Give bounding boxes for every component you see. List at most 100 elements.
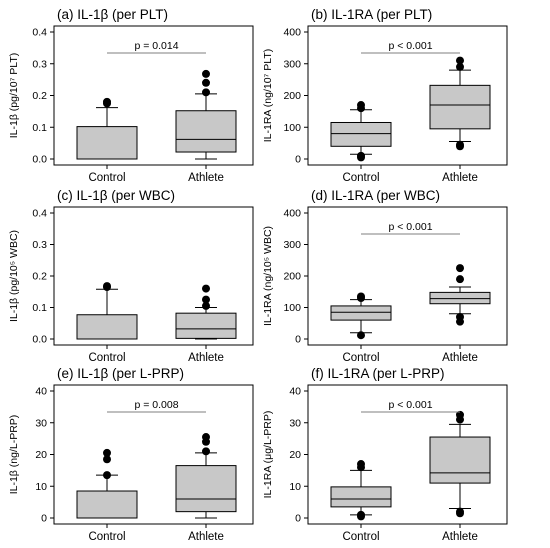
outlier-point (357, 460, 365, 469)
outlier-point (103, 282, 111, 291)
y-tick-label: 0 (41, 513, 47, 525)
chart-panel-5: (e) IL-1β (per L-PRP) 0 10 20 30 40 IL-1β (ng/… (8, 366, 254, 543)
box-athlete (429, 410, 491, 518)
chart-panel-4: (d) IL-1RA (per WBC) 0 100 200 300 400 IL-1RA … (262, 188, 508, 364)
y-tick-label: 300 (283, 239, 301, 251)
y-tick-label: 0 (295, 154, 301, 166)
y-tick-label: 0.4 (32, 27, 47, 39)
y-tick-label: 400 (283, 27, 301, 39)
y-axis-label: IL-1β (ng/L-PRP) (8, 415, 20, 495)
outlier-point (202, 78, 210, 87)
y-tick-label: 0 (295, 513, 301, 525)
chart-title: (a) IL-1β (per PLT) (57, 7, 168, 22)
x-tick-label: Athlete (188, 172, 224, 184)
y-axis-label: IL-1RA (ng/10⁵ WBC) (262, 226, 274, 326)
box-control (330, 101, 392, 162)
box-control (330, 292, 392, 340)
outlier-point (103, 97, 111, 106)
chart-panel-6: (f) IL-1RA (per L-PRP) 0 10 20 30 40 IL-1RA (μ… (262, 366, 508, 543)
chart-panel-1: (a) IL-1β (per PLT) 0.0 0.1 0.2 0.3 0.4 IL-1β … (8, 7, 254, 184)
outlier-point (456, 312, 464, 321)
outlier-point (357, 151, 365, 160)
y-axis-label: IL-1RA (ng/10⁷ PLT) (262, 49, 274, 142)
y-axis-label: IL-1β (pg/10⁵ WBC) (8, 230, 20, 322)
y-tick-label: 0.4 (32, 208, 47, 220)
y-tick-label: 0.1 (32, 302, 47, 314)
box-athlete (175, 69, 237, 160)
p-value-label: p < 0.001 (388, 221, 432, 233)
outlier-point (202, 284, 210, 293)
p-value-label: p = 0.014 (134, 40, 178, 52)
outlier-point (202, 88, 210, 97)
y-tick-label: 0.0 (32, 334, 47, 346)
box-iqr (429, 84, 491, 130)
x-tick-label: Athlete (442, 352, 478, 364)
y-tick-label: 0.0 (32, 154, 47, 166)
x-tick-label: Control (342, 352, 379, 364)
p-value-label: p < 0.001 (388, 399, 432, 411)
outlier-point (456, 56, 464, 65)
box-iqr (175, 110, 237, 153)
x-tick-label: Control (88, 172, 125, 184)
box-iqr (429, 436, 491, 484)
y-tick-label: 0.2 (32, 271, 47, 283)
y-tick-label: 200 (283, 90, 301, 102)
box-athlete (175, 433, 237, 519)
x-tick-label: Athlete (188, 352, 224, 364)
y-tick-label: 200 (283, 271, 301, 283)
box-iqr (76, 126, 138, 160)
box-iqr (76, 490, 138, 519)
p-value-label: p = 0.008 (134, 399, 178, 411)
box-iqr (76, 314, 138, 340)
y-tick-label: 20 (289, 449, 301, 461)
outlier-point (456, 275, 464, 284)
outlier-point (456, 264, 464, 273)
outlier-point (103, 448, 111, 457)
outlier-point (202, 295, 210, 304)
chart-title: (f) IL-1RA (per L-PRP) (311, 366, 445, 381)
x-tick-label: Control (88, 352, 125, 364)
y-tick-label: 0.2 (32, 90, 47, 102)
y-tick-label: 30 (35, 417, 47, 429)
outlier-point (357, 510, 365, 519)
box-iqr (330, 486, 392, 508)
box-control (76, 448, 138, 519)
y-axis-label: IL-1β (pg/10⁷ PLT) (8, 53, 20, 139)
box-iqr (330, 305, 392, 321)
chart-title: (b) IL-1RA (per PLT) (311, 7, 432, 22)
y-tick-label: 40 (289, 386, 301, 398)
outlier-point (202, 69, 210, 78)
y-tick-label: 10 (289, 481, 301, 493)
y-tick-label: 100 (283, 122, 301, 134)
x-tick-label: Athlete (188, 531, 224, 543)
p-value-label: p < 0.001 (388, 40, 432, 52)
x-tick-label: Control (342, 172, 379, 184)
box-iqr (175, 312, 237, 339)
box-iqr (330, 121, 392, 147)
chart-panel-3: (c) IL-1β (per WBC) 0.0 0.1 0.2 0.3 0.4 IL-1β … (8, 188, 254, 364)
chart-title: (e) IL-1β (per L-PRP) (57, 366, 184, 381)
x-tick-label: Athlete (442, 172, 478, 184)
chart-panel-2: (b) IL-1RA (per PLT) 0 100 200 300 400 IL-1RA … (262, 7, 508, 184)
chart-title: (d) IL-1RA (per WBC) (311, 188, 440, 203)
y-tick-label: 100 (283, 302, 301, 314)
outlier-point (103, 455, 111, 464)
box-athlete (429, 56, 491, 151)
x-tick-label: Athlete (442, 531, 478, 543)
y-tick-label: 20 (35, 449, 47, 461)
box-control (76, 282, 138, 340)
x-tick-label: Control (342, 531, 379, 543)
box-iqr (429, 291, 491, 305)
y-tick-label: 0.3 (32, 58, 47, 70)
y-tick-label: 400 (283, 208, 301, 220)
outlier-point (456, 140, 464, 149)
box-control (330, 460, 392, 521)
box-iqr (175, 465, 237, 513)
y-tick-label: 300 (283, 58, 301, 70)
outlier-point (357, 101, 365, 110)
y-tick-label: 40 (35, 386, 47, 398)
x-tick-label: Control (88, 531, 125, 543)
y-tick-label: 30 (289, 417, 301, 429)
box-control (76, 97, 138, 160)
outlier-point (202, 433, 210, 442)
